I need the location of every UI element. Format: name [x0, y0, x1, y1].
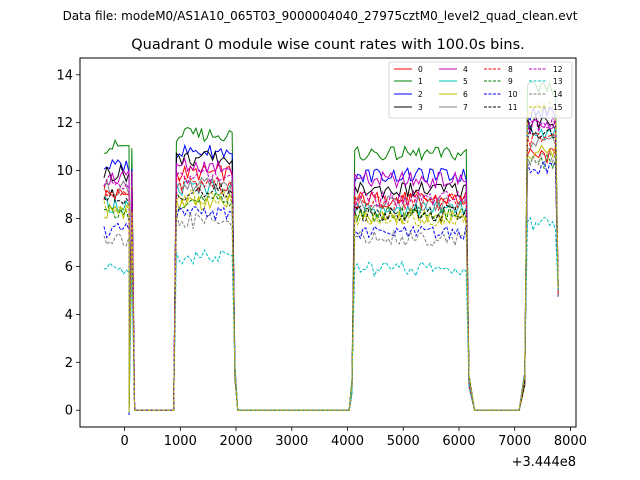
legend-label-0: 0 — [418, 65, 423, 74]
x-tick-label: 2000 — [219, 434, 252, 449]
chart-title: Quadrant 0 module wise count rates with … — [131, 37, 525, 53]
legend-label-5: 5 — [463, 77, 468, 86]
y-tick-label: 4 — [65, 308, 73, 323]
y-tick-label: 14 — [56, 68, 73, 83]
legend-label-15: 15 — [553, 103, 563, 112]
suptitle: Data file: modeM0/AS1A10_065T03_90000040… — [63, 9, 578, 23]
series-line-11 — [103, 124, 559, 411]
legend-label-4: 4 — [463, 65, 468, 74]
x-offset-label: +3.444e8 — [512, 455, 576, 470]
legend-label-11: 11 — [508, 103, 518, 112]
legend-frame — [388, 61, 573, 119]
y-tick-label: 6 — [65, 260, 73, 275]
legend-label-14: 14 — [553, 90, 563, 99]
series-line-13 — [103, 216, 559, 413]
y-tick-label: 10 — [56, 164, 73, 179]
plot-area-frame — [79, 57, 577, 428]
x-tick-label: 6000 — [442, 434, 475, 449]
legend-label-13: 13 — [553, 77, 563, 86]
legend-label-1: 1 — [418, 77, 423, 86]
legend-label-7: 7 — [463, 103, 468, 112]
legend-label-10: 10 — [508, 90, 518, 99]
y-tick-label: 12 — [56, 116, 73, 131]
y-tick-label: 2 — [65, 356, 73, 371]
x-tick-label: 0 — [120, 434, 128, 449]
y-tick-label: 8 — [65, 212, 73, 227]
x-tick-label: 7000 — [498, 434, 531, 449]
x-tick-label: 5000 — [387, 434, 420, 449]
x-tick-label: 3000 — [275, 434, 308, 449]
legend-label-6: 6 — [463, 90, 468, 99]
series-line-10 — [103, 160, 559, 415]
series-line-12 — [103, 115, 559, 411]
y-tick-label: 0 — [65, 404, 73, 419]
legend-label-12: 12 — [553, 65, 563, 74]
legend-label-2: 2 — [418, 90, 423, 99]
series-line-15 — [103, 98, 559, 413]
x-tick-label: 1000 — [164, 434, 197, 449]
series-line-14 — [103, 151, 559, 411]
series-lines — [103, 80, 559, 415]
legend-label-8: 8 — [508, 65, 513, 74]
x-tick-label: 8000 — [554, 434, 587, 449]
x-tick-label: 4000 — [331, 434, 364, 449]
legend-label-3: 3 — [418, 103, 423, 112]
legend-label-9: 9 — [508, 77, 513, 86]
axis-ticks: 0 1000 2000 3000 4000 5000 6000 7000 80000246810… — [56, 68, 587, 449]
